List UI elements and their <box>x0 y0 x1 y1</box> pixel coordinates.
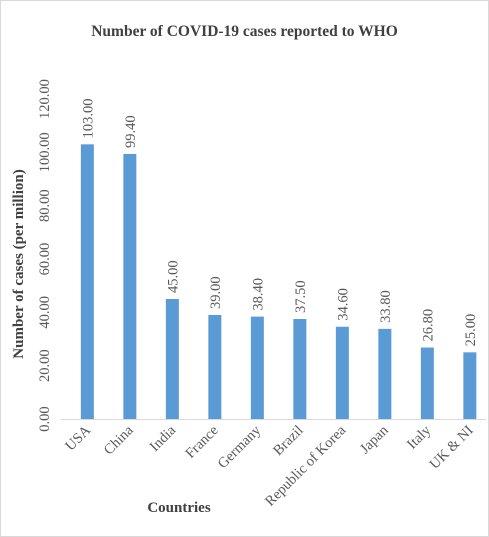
category-label: Republic of Korea <box>262 422 349 509</box>
category-label: China <box>101 422 137 458</box>
chart-title: Number of COVID-19 cases reported to WHO <box>91 23 398 40</box>
value-labels: 103.00 99.40 45.00 39.00 38.40 37.50 34.60 33.8… <box>80 98 479 346</box>
bar <box>420 347 434 419</box>
y-axis-title: Number of cases (per million) <box>11 169 27 358</box>
bar <box>378 328 392 419</box>
bar <box>463 352 477 419</box>
y-axis-ticks: 0.00 20.00 40.00 60.00 80.00 100.00 120.00 <box>37 79 53 432</box>
bar <box>165 299 179 419</box>
bar <box>208 315 222 419</box>
y-tick-label: 0.00 <box>37 406 53 431</box>
bar <box>250 316 264 419</box>
category-label: France <box>182 423 221 462</box>
bar <box>123 153 137 419</box>
bar <box>335 326 349 419</box>
y-tick-label: 20.00 <box>37 349 53 382</box>
value-label: 37.50 <box>293 280 309 313</box>
y-tick-label: 60.00 <box>37 243 53 276</box>
y-tick-label: 80.00 <box>37 189 53 222</box>
category-label: Japan <box>357 422 392 457</box>
category-label: UK & NI <box>427 422 477 472</box>
category-label: Italy <box>404 422 435 453</box>
category-label: India <box>147 422 180 455</box>
bars <box>80 144 477 420</box>
value-label: 34.60 <box>335 288 351 321</box>
bar <box>80 144 94 420</box>
value-label: 39.00 <box>208 276 224 309</box>
category-label: USA <box>62 422 94 454</box>
value-label: 45.00 <box>165 260 181 293</box>
category-label: Germany <box>215 422 265 472</box>
y-tick-label: 120.00 <box>37 79 53 119</box>
y-tick-label: 40.00 <box>37 296 53 329</box>
value-label: 103.00 <box>80 98 96 138</box>
category-label: Brazil <box>270 423 306 459</box>
x-axis-title: Countries <box>147 500 210 516</box>
y-tick-label: 100.00 <box>37 132 53 172</box>
value-label: 26.80 <box>420 309 436 342</box>
value-label: 38.40 <box>250 278 266 311</box>
bar <box>293 319 307 419</box>
value-label: 99.40 <box>123 115 139 148</box>
value-label: 33.80 <box>378 290 394 323</box>
value-label: 25.00 <box>463 314 479 347</box>
